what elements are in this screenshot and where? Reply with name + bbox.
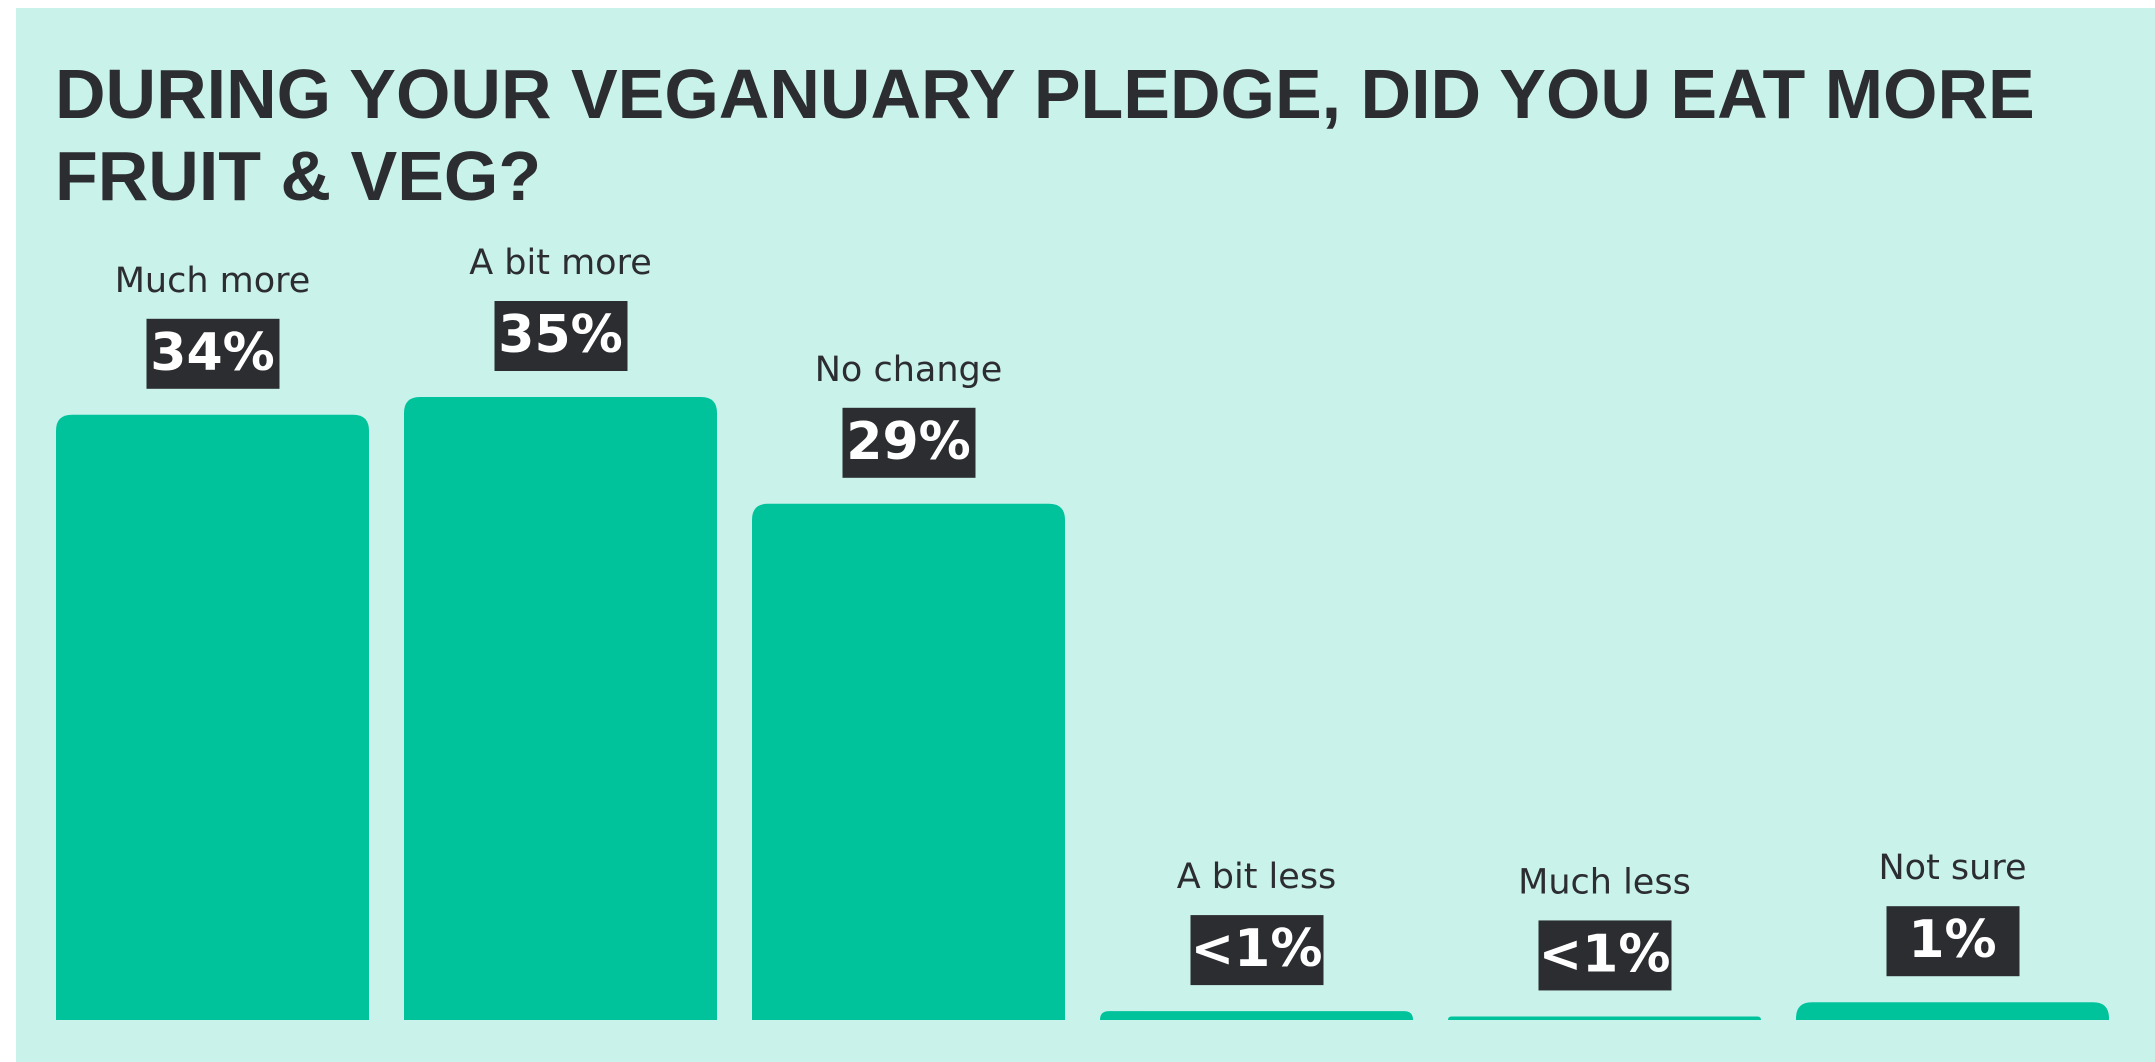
value-label-box: [842, 407, 976, 478]
category-label: No change: [815, 350, 1003, 390]
panel: [16, 8, 2155, 1062]
value-label: 34%: [150, 323, 274, 383]
bar: [1100, 1011, 1413, 1020]
value-label-box: [1190, 915, 1324, 986]
value-label-box: [1538, 920, 1672, 991]
value-label-box: [1886, 906, 2020, 977]
category-label: Much less: [1518, 862, 1691, 902]
bar: [1448, 1016, 1761, 1020]
bar: [752, 503, 1065, 1020]
value-label: <1%: [1191, 919, 1323, 979]
bar: [404, 397, 717, 1020]
chart-title: DURING YOUR VEGANUARY PLEDGE, DID YOU EA…: [55, 55, 2035, 215]
category-label: Much more: [115, 261, 311, 301]
value-label-box: [494, 301, 628, 371]
title-line: DURING YOUR VEGANUARY PLEDGE, DID YOU EA…: [55, 55, 2035, 133]
value-label: 35%: [498, 305, 622, 365]
value-label: 29%: [846, 412, 970, 472]
value-label-box: [146, 318, 280, 389]
value-label: <1%: [1539, 924, 1671, 984]
category-label: A bit more: [469, 243, 652, 283]
value-label: 1%: [1908, 910, 1996, 970]
title-line: FRUIT & VEG?: [55, 137, 541, 215]
bar: [56, 414, 369, 1020]
category-label: A bit less: [1177, 857, 1337, 897]
bar: [1796, 1002, 2109, 1020]
category-label: Not sure: [1878, 848, 2026, 888]
